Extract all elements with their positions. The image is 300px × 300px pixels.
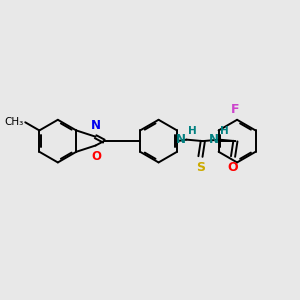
- Text: CH₃: CH₃: [4, 117, 24, 127]
- Text: F: F: [231, 103, 240, 116]
- Text: H: H: [188, 126, 197, 136]
- Text: N: N: [208, 133, 218, 146]
- Text: H: H: [220, 126, 229, 136]
- Text: N: N: [91, 119, 100, 132]
- Text: O: O: [91, 150, 101, 163]
- Text: N: N: [176, 133, 186, 146]
- Text: S: S: [196, 161, 205, 174]
- Text: O: O: [228, 161, 238, 174]
